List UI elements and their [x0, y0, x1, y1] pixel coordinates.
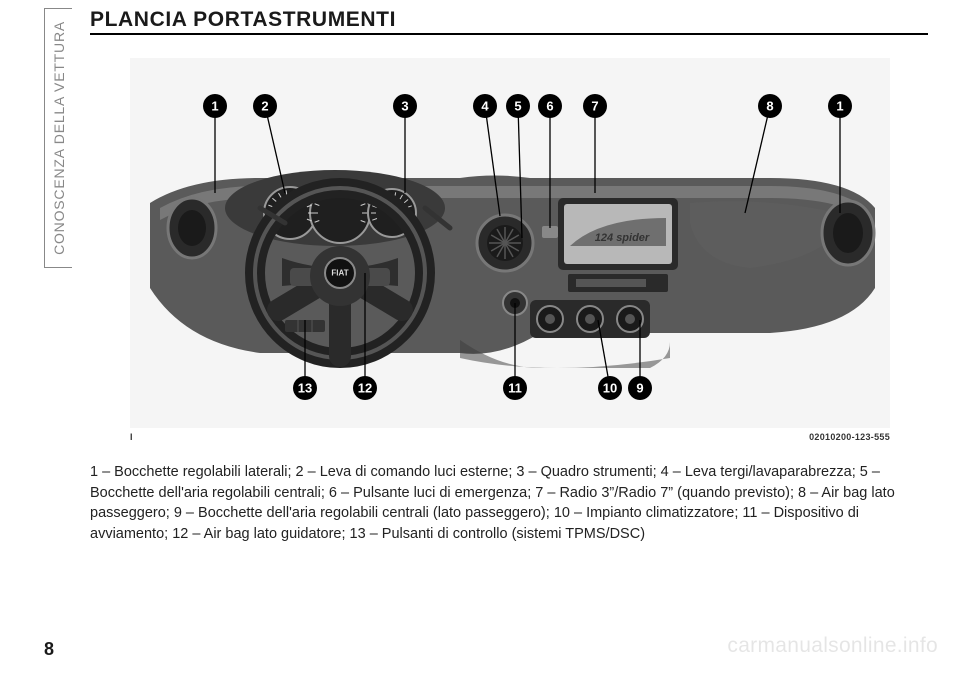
figure-caption-left: I — [130, 432, 133, 442]
figure-caption-right: 02010200-123-555 — [809, 432, 890, 442]
svg-text:1: 1 — [211, 99, 218, 114]
svg-text:6: 6 — [546, 99, 553, 114]
svg-text:13: 13 — [298, 381, 312, 396]
svg-text:12: 12 — [358, 381, 372, 396]
svg-text:11: 11 — [508, 381, 522, 396]
svg-text:7: 7 — [591, 99, 598, 114]
svg-text:8: 8 — [766, 99, 773, 114]
svg-text:10: 10 — [603, 381, 617, 396]
side-tab-label: CONOSCENZA DELLA VETTURA — [51, 21, 67, 255]
svg-text:124 spider: 124 spider — [595, 232, 650, 244]
svg-text:3: 3 — [401, 99, 408, 114]
figure-caption-row: I 02010200-123-555 — [130, 432, 890, 442]
page-title: PLANCIA PORTASTRUMENTI — [90, 8, 396, 32]
side-tab: CONOSCENZA DELLA VETTURA — [44, 8, 72, 268]
legend-text: 1 – Bocchette regolabili laterali; 2 – L… — [90, 462, 900, 544]
svg-text:5: 5 — [514, 99, 521, 114]
page: CONOSCENZA DELLA VETTURA PLANCIA PORTAST… — [0, 0, 960, 678]
svg-text:4: 4 — [481, 99, 489, 114]
svg-text:1: 1 — [836, 99, 843, 114]
title-rule — [90, 33, 928, 35]
dashboard-figure: FIAT124 spider123456781131211109 — [130, 58, 890, 428]
page-number: 8 — [44, 639, 54, 660]
svg-text:9: 9 — [636, 381, 643, 396]
svg-text:FIAT: FIAT — [331, 269, 348, 278]
svg-text:2: 2 — [261, 99, 268, 114]
watermark: carmanualsonline.info — [727, 634, 938, 658]
dashboard-svg: FIAT124 spider123456781131211109 — [130, 58, 890, 428]
